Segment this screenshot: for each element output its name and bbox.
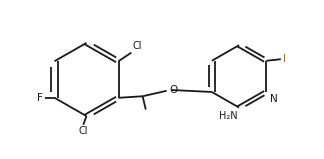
Text: Cl: Cl bbox=[78, 126, 88, 136]
Text: O: O bbox=[169, 85, 178, 95]
Text: Cl: Cl bbox=[132, 41, 142, 51]
Text: F: F bbox=[37, 93, 43, 103]
Text: N: N bbox=[270, 93, 277, 104]
Text: H₂N: H₂N bbox=[219, 111, 237, 121]
Text: I: I bbox=[283, 54, 286, 64]
